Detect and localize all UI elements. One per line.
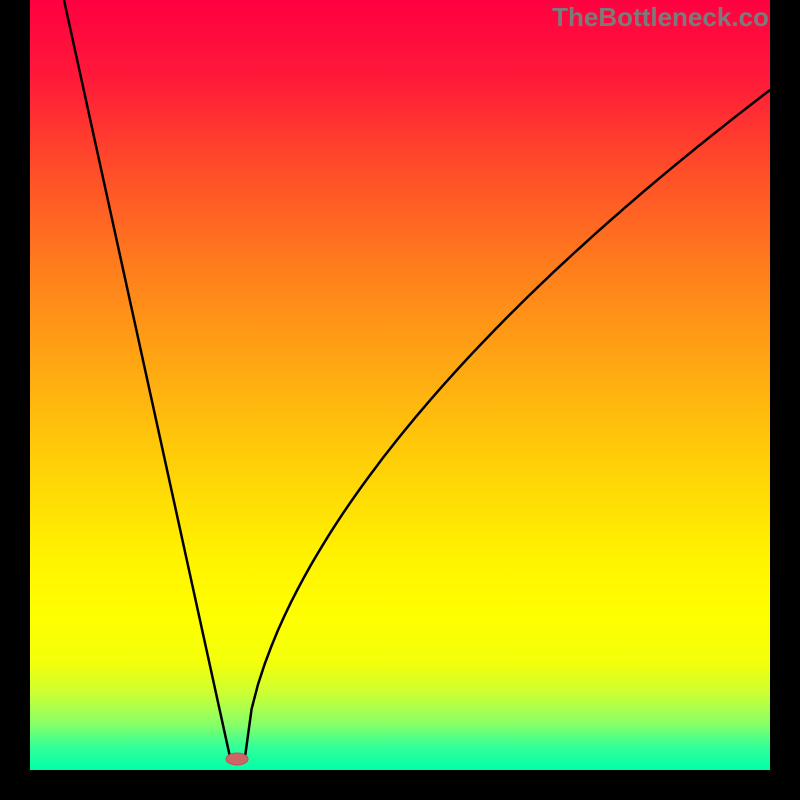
chart-frame: TheBottleneck.com (0, 0, 800, 800)
cusp-marker (226, 753, 248, 765)
watermark-text: TheBottleneck.com (552, 2, 792, 33)
gradient-background (30, 0, 770, 770)
frame-border (0, 0, 30, 800)
frame-border (770, 0, 800, 800)
bottleneck-chart (30, 0, 770, 770)
frame-border (0, 770, 800, 800)
